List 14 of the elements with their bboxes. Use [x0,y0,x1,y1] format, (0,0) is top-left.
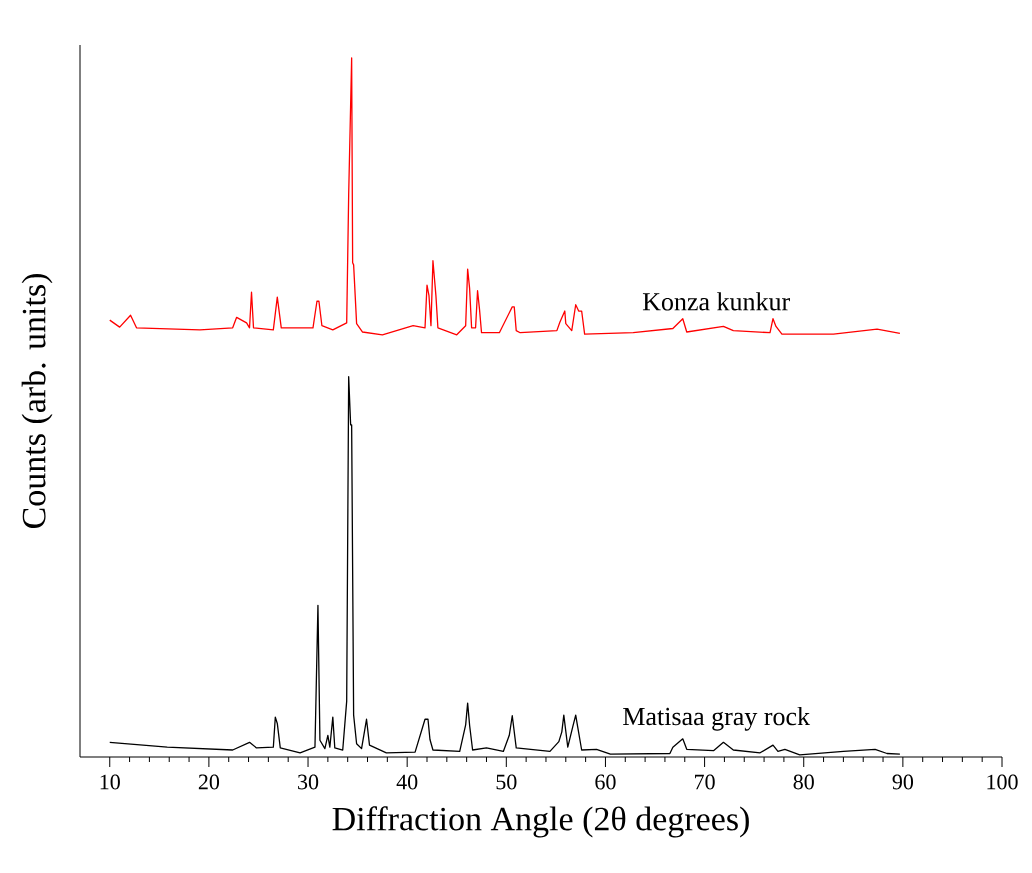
x-tick-label: 50 [496,774,517,790]
x-tick-label: 20 [198,774,220,790]
x-tick-label: 80 [793,774,814,790]
x-tick-label: 10 [100,774,120,790]
x-tick-label: 30 [298,774,319,790]
x-tick-label: 90 [892,774,914,790]
x-tick-label: 60 [595,774,616,790]
x-axis-title: Diffraction Angle (2θ degrees) [332,806,749,838]
x-tick-label: 100 [987,774,1018,790]
series-label: Matisaa gray rock [623,706,811,731]
y-axis-title: Counts (arb. units) [21,274,53,529]
x-tick-label: 70 [695,774,715,790]
series-label: Konza kunkur [642,292,790,311]
x-tick-label: 40 [396,774,418,790]
